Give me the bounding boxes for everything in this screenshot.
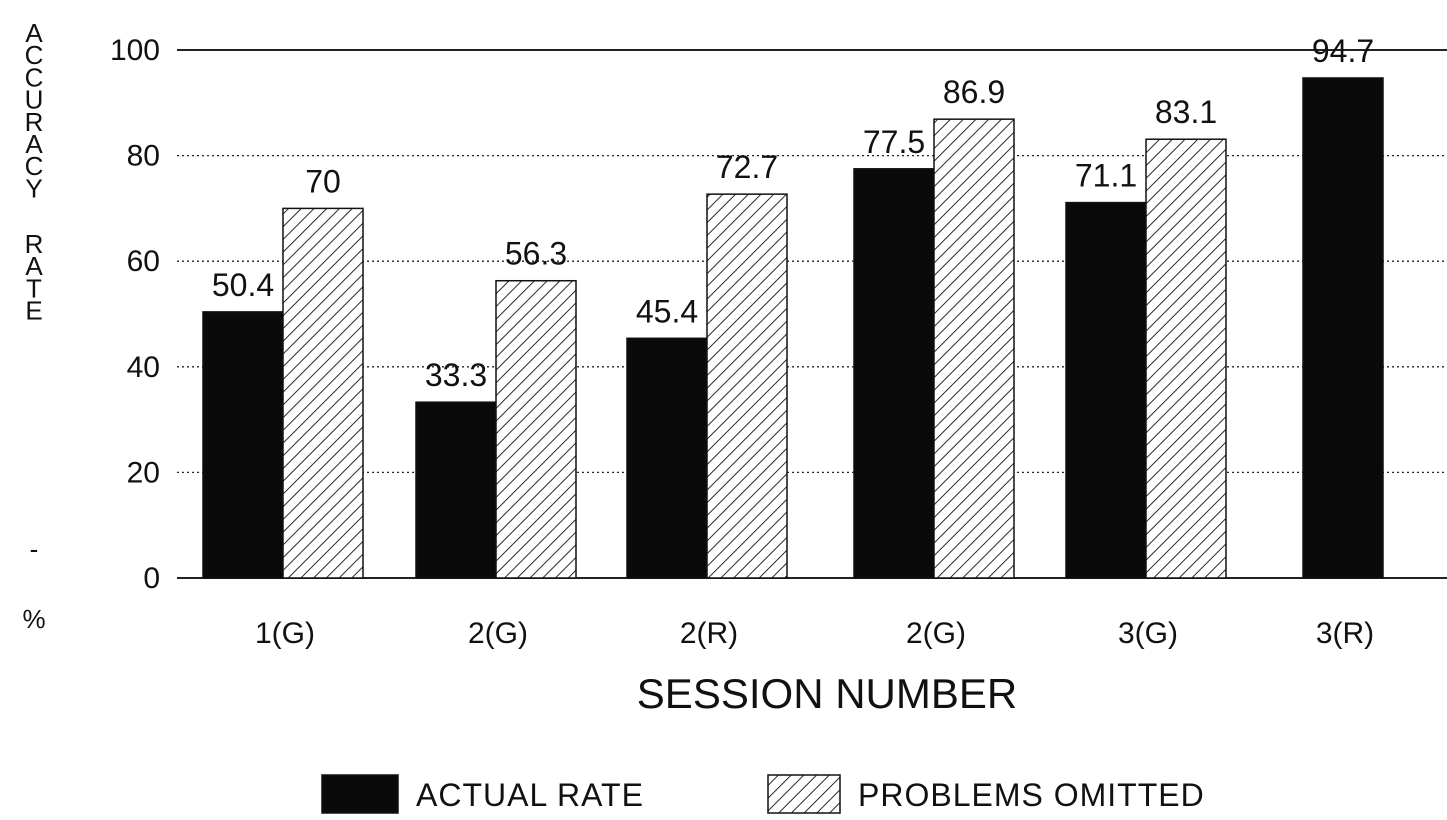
x-tick-label: 1(G) <box>255 617 315 650</box>
data-label: 77.5 <box>863 124 925 160</box>
legend-label: ACTUAL RATE <box>416 777 644 813</box>
y-axis-title-letter: C <box>25 40 44 70</box>
y-tick-label: 40 <box>127 351 160 384</box>
y-axis-title-letter: R <box>25 229 44 259</box>
y-axis-title-letter: A <box>25 129 43 159</box>
x-axis-title: SESSION NUMBER <box>637 670 1017 717</box>
y-tick-label: 20 <box>127 456 160 489</box>
data-label: 50.4 <box>212 267 274 303</box>
y-axis-title-letter: E <box>25 296 42 326</box>
x-tick-label: 3(G) <box>1118 617 1178 650</box>
bar-actual-rate <box>415 401 497 579</box>
y-axis-ticks: 0 20 40 60 80 100 <box>110 34 160 595</box>
x-axis-ticks: 1(G) 2(G) 2(R) 2(G) 3(G) 3(R) <box>255 617 1374 650</box>
x-tick-label: 3(R) <box>1316 617 1374 650</box>
data-label: 70 <box>305 163 341 199</box>
y-tick-label: 0 <box>143 562 160 595</box>
bar-problems-omitted <box>282 207 364 579</box>
bar-actual-rate <box>202 311 284 579</box>
y-tick-label: 100 <box>110 34 160 67</box>
gridlines <box>177 49 1447 579</box>
y-axis-title-letter: A <box>25 251 43 281</box>
y-axis-title-letter: - <box>30 534 39 564</box>
legend-swatch-actual-rate <box>321 774 399 814</box>
y-axis-title-letter: U <box>25 85 44 115</box>
y-axis-title-letter: C <box>25 151 44 181</box>
bar-actual-rate <box>1065 201 1147 579</box>
data-label: 45.4 <box>636 293 698 329</box>
y-axis-title-letter: C <box>25 62 44 92</box>
data-label: 86.9 <box>943 74 1005 110</box>
y-axis-title-letter: R <box>25 107 44 137</box>
x-tick-label: 2(G) <box>906 617 966 650</box>
legend-swatch-problems-omitted <box>767 774 841 814</box>
data-label: 72.7 <box>716 149 778 185</box>
bar-actual-rate <box>1302 77 1384 579</box>
data-label: 56.3 <box>505 236 567 272</box>
y-axis-title-letter: T <box>26 273 42 303</box>
data-label: 33.3 <box>425 357 487 393</box>
legend-label: PROBLEMS OMITTED <box>858 777 1205 813</box>
bar-problems-omitted <box>495 279 577 579</box>
x-tick-label: 2(G) <box>468 617 528 650</box>
y-axis-title-letter: % <box>22 604 45 634</box>
y-axis-title-letter: A <box>25 18 43 48</box>
data-label: 94.7 <box>1312 33 1374 69</box>
legend: ACTUAL RATE PROBLEMS OMITTED <box>321 774 1205 814</box>
y-tick-label: 80 <box>127 140 160 173</box>
data-label: 83.1 <box>1155 94 1217 130</box>
bar-problems-omitted <box>1145 138 1227 579</box>
bar-actual-rate <box>626 337 708 579</box>
bar-problems-omitted <box>933 118 1015 579</box>
bar-problems-omitted <box>706 193 788 579</box>
y-axis-title-letter: Y <box>25 173 42 203</box>
y-tick-label: 60 <box>127 245 160 278</box>
value-labels: 50.4 70 33.3 56.3 45.4 72.7 77.5 86.9 71.1 83.1 94… <box>212 33 1374 393</box>
data-label: 71.1 <box>1075 158 1137 194</box>
bar-actual-rate <box>853 168 935 579</box>
bars <box>202 77 1384 579</box>
x-tick-label: 2(R) <box>680 617 738 650</box>
